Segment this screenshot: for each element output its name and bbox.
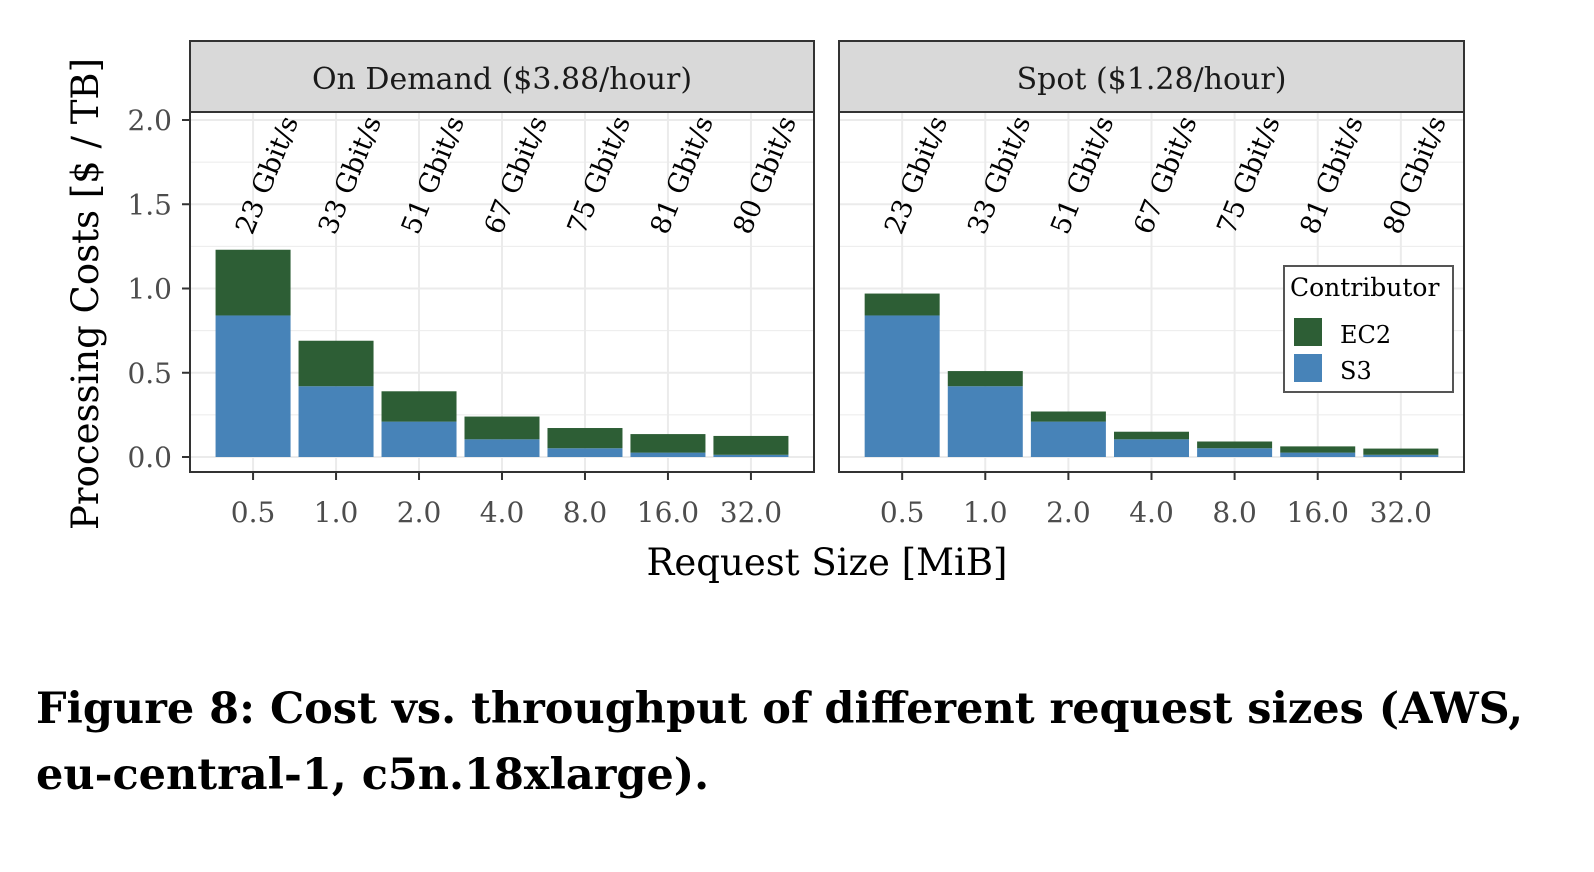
bar-s3	[1280, 452, 1356, 457]
bar-s3	[1363, 454, 1439, 457]
bar-s3	[381, 421, 457, 457]
x-tick-label: 32.0	[1370, 496, 1432, 529]
bar-ec2	[1114, 431, 1189, 440]
y-tick-label: 1.5	[127, 188, 172, 221]
bar-s3	[215, 315, 291, 457]
bar-ec2	[947, 371, 1023, 387]
figure-caption: Figure 8: Cost vs. throughput of differe…	[36, 684, 1524, 800]
x-tick-label: 1.0	[314, 496, 359, 529]
bar-s3	[630, 452, 706, 457]
x-tick-label: 1.0	[963, 496, 1008, 529]
legend-label-s3: S3	[1340, 357, 1372, 385]
facet-title: Spot ($1.28/hour)	[1017, 62, 1287, 97]
x-axis-title: Request Size [MiB]	[647, 541, 1008, 584]
bar-s3	[464, 439, 540, 457]
legend-title: Contributor	[1290, 273, 1439, 302]
bar-s3	[713, 454, 789, 457]
legend: Contributor EC2 S3	[1283, 265, 1454, 393]
bar-s3	[298, 386, 374, 457]
bar-s3	[864, 315, 940, 457]
x-tick-label: 32.0	[720, 496, 782, 529]
bar-ec2	[864, 293, 940, 316]
bar-ec2	[630, 434, 706, 453]
legend-label-ec2: EC2	[1340, 321, 1391, 349]
x-tick-label: 4.0	[480, 496, 525, 529]
y-tick-label: 2.0	[127, 104, 172, 137]
legend-swatch-s3	[1294, 354, 1322, 382]
x-tick-label: 0.5	[880, 496, 925, 529]
x-tick-label: 4.0	[1129, 496, 1174, 529]
bar-ec2	[1197, 441, 1273, 449]
bar-ec2	[298, 340, 374, 387]
legend-swatch-ec2	[1294, 318, 1322, 346]
facet-title: On Demand ($3.88/hour)	[312, 62, 692, 97]
y-tick-label: 0.5	[127, 357, 172, 390]
bar-s3	[547, 448, 623, 457]
x-tick-label: 0.5	[231, 496, 276, 529]
facet-strip	[189, 40, 815, 113]
x-tick-label: 8.0	[1212, 496, 1257, 529]
bar-ec2	[1363, 448, 1439, 455]
bar-ec2	[464, 416, 540, 440]
y-tick-label: 0.0	[127, 441, 172, 474]
x-tick-label: 16.0	[1287, 496, 1349, 529]
y-tick-label: 1.0	[127, 273, 172, 306]
bar-s3	[1114, 439, 1189, 457]
bar-ec2	[215, 249, 291, 316]
facet-strip	[838, 40, 1465, 113]
bar-ec2	[1280, 446, 1356, 453]
bar-s3	[1197, 448, 1273, 457]
x-tick-label: 8.0	[563, 496, 608, 529]
bar-ec2	[381, 391, 457, 422]
bar-ec2	[547, 428, 623, 449]
x-tick-label: 16.0	[637, 496, 699, 529]
bar-ec2	[1030, 411, 1106, 422]
bar-s3	[1030, 421, 1106, 457]
x-tick-label: 2.0	[397, 496, 442, 529]
y-axis-title: Processing Costs [$ / TB]	[64, 58, 107, 530]
x-tick-label: 2.0	[1046, 496, 1091, 529]
bar-s3	[947, 386, 1023, 457]
bar-ec2	[713, 435, 789, 455]
panel-on-demand: 23 Gbit/s0.533 Gbit/s1.051 Gbit/s2.067 G…	[189, 40, 815, 529]
